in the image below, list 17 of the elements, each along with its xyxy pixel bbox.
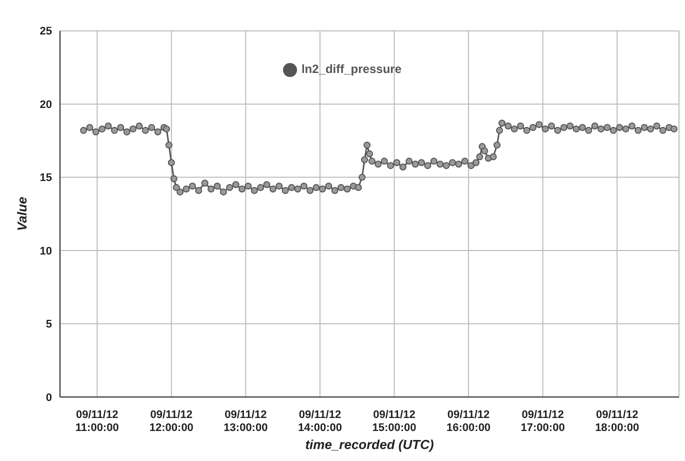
x-tick-label: 09/11/12 12:00:00 bbox=[149, 409, 194, 434]
x-tick-label: 09/11/12 14:00:00 bbox=[298, 409, 342, 434]
y-tick-label: 15 bbox=[40, 172, 52, 184]
y-tick-label: 5 bbox=[46, 318, 52, 331]
x-tick-label: 09/11/12 13:00:00 bbox=[224, 409, 268, 434]
y-axis-title: Value bbox=[14, 196, 30, 232]
legend-label: ln2_diff_pressure bbox=[301, 62, 402, 76]
x-tick-label: 09/11/12 16:00:00 bbox=[446, 409, 491, 434]
x-tick-label: 09/11/12 11:00:00 bbox=[75, 409, 119, 434]
x-tick-label: 09/11/12 17:00:00 bbox=[520, 409, 565, 434]
x-tick-label: 09/11/12 15:00:00 bbox=[372, 409, 416, 434]
x-tick-label: 09/11/12 18:00:00 bbox=[595, 409, 640, 434]
x-axis-title: time_recorded (UTC) bbox=[305, 437, 434, 452]
y-tick-label: 10 bbox=[40, 245, 52, 258]
y-tick-label: 25 bbox=[40, 26, 52, 38]
y-tick-label: 20 bbox=[40, 98, 52, 111]
y-tick-label: 0 bbox=[46, 392, 52, 404]
